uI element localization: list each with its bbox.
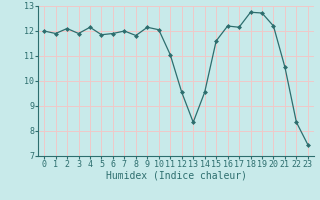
- X-axis label: Humidex (Indice chaleur): Humidex (Indice chaleur): [106, 171, 246, 181]
